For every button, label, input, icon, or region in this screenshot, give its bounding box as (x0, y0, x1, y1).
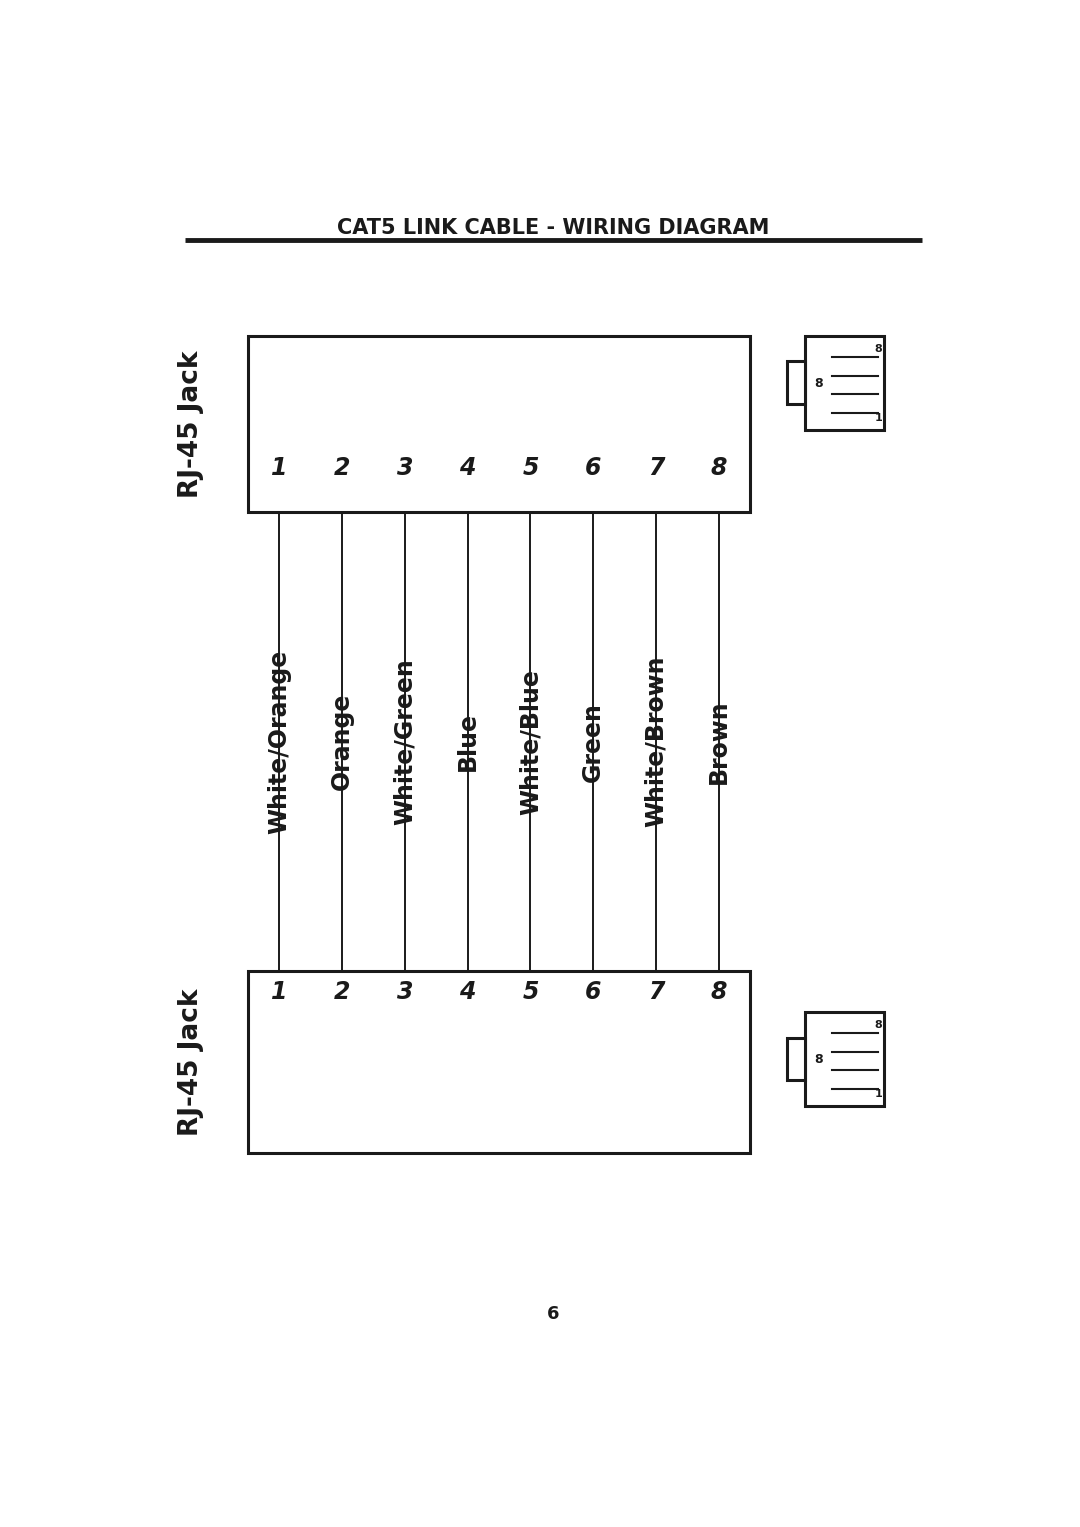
Bar (787, 362, 805, 403)
Text: 5: 5 (523, 980, 539, 1005)
Text: 3: 3 (396, 980, 414, 1005)
Text: RJ-45 Jack: RJ-45 Jack (178, 351, 204, 498)
Text: 1: 1 (875, 412, 882, 423)
Text: Blue: Blue (456, 712, 480, 771)
Text: 6: 6 (585, 455, 602, 479)
Text: White/Blue: White/Blue (518, 669, 542, 815)
Text: 8: 8 (711, 980, 727, 1005)
Text: 8: 8 (875, 1020, 882, 1029)
Bar (248, 971, 751, 1153)
Text: 2: 2 (334, 455, 350, 479)
Text: 3: 3 (396, 455, 414, 479)
Text: 1: 1 (271, 455, 287, 479)
Text: 8: 8 (814, 1052, 823, 1066)
Text: 6: 6 (585, 980, 602, 1005)
Text: Green: Green (581, 702, 605, 782)
Text: 6: 6 (548, 1306, 559, 1324)
Text: Brown: Brown (706, 699, 731, 783)
Bar (248, 336, 751, 513)
Text: 1: 1 (271, 980, 287, 1005)
Text: White/Green: White/Green (393, 658, 417, 825)
Bar (805, 1012, 885, 1106)
Text: 7: 7 (648, 980, 664, 1005)
Bar (805, 336, 885, 431)
Text: 8: 8 (711, 455, 727, 479)
Text: Orange: Orange (330, 693, 354, 791)
Text: 7: 7 (648, 455, 664, 479)
Text: 4: 4 (459, 455, 476, 479)
Text: 1: 1 (875, 1089, 882, 1099)
Text: White/Orange: White/Orange (268, 649, 292, 834)
Text: CAT5 LINK CABLE - WIRING DIAGRAM: CAT5 LINK CABLE - WIRING DIAGRAM (337, 218, 770, 238)
Text: 8: 8 (875, 344, 882, 354)
Text: 2: 2 (334, 980, 350, 1005)
Text: RJ-45 Jack: RJ-45 Jack (178, 988, 204, 1136)
Text: 5: 5 (523, 455, 539, 479)
Text: 8: 8 (814, 377, 823, 389)
Text: 4: 4 (459, 980, 476, 1005)
Text: White/Brown: White/Brown (644, 657, 669, 828)
Bar (787, 1037, 805, 1080)
